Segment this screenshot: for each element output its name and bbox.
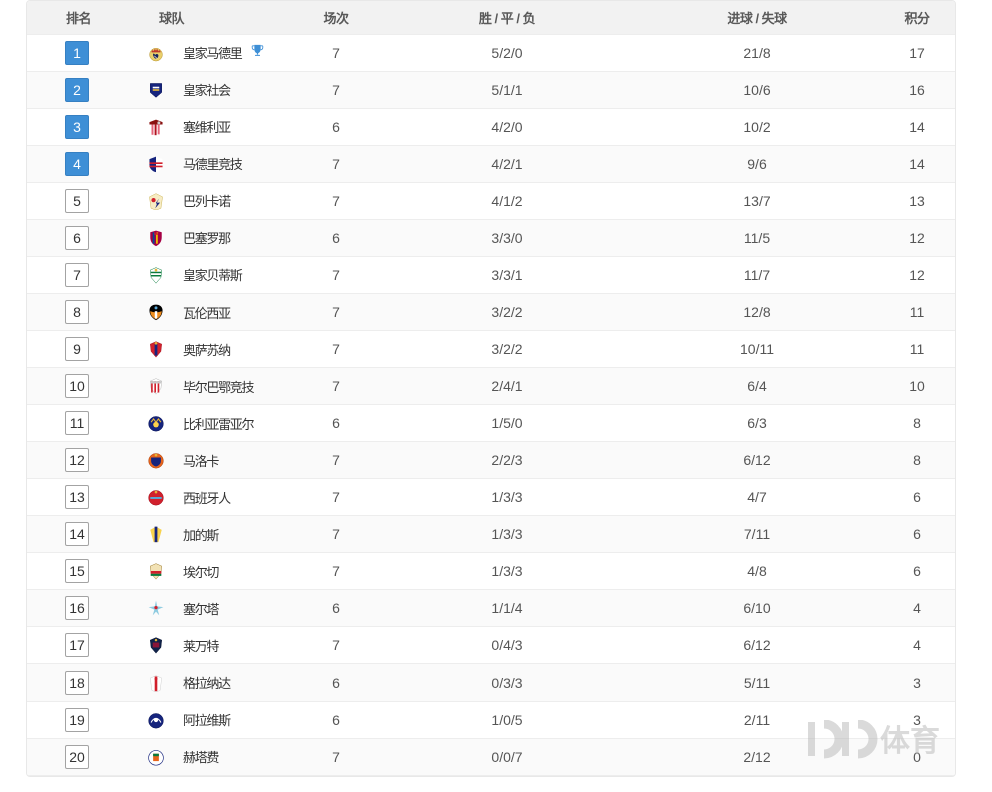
svg-text:体育: 体育 [880, 724, 940, 758]
